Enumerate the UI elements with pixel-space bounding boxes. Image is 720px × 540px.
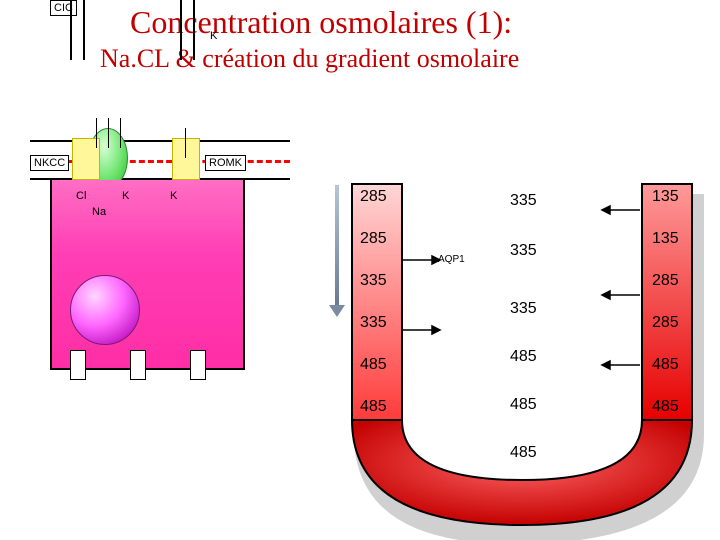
arrow-up-1 bbox=[96, 118, 97, 148]
val-a-3: 285 bbox=[652, 314, 679, 332]
bottom-channel-1 bbox=[70, 350, 86, 380]
upper-cell-edge-r bbox=[180, 0, 195, 60]
label-k1: K bbox=[122, 190, 129, 202]
label-nkcc: NKCC bbox=[30, 155, 69, 171]
val-i-1: 335 bbox=[510, 242, 537, 260]
aqp-label: AQP1 bbox=[438, 254, 465, 265]
arrow-up-2 bbox=[108, 118, 109, 148]
loop-diagram: AQP1 285 285 335 335 485 485 335 335 335… bbox=[340, 180, 710, 540]
val-i-2: 335 bbox=[510, 300, 537, 318]
val-d-4: 485 bbox=[360, 356, 387, 374]
val-d-0: 285 bbox=[360, 188, 387, 206]
membrane-top bbox=[30, 140, 290, 142]
channel-yellow-2 bbox=[172, 138, 200, 180]
val-a-5: 485 bbox=[652, 398, 679, 416]
val-a-1: 135 bbox=[652, 230, 679, 248]
arrow-up-3 bbox=[120, 118, 121, 148]
val-i-4: 485 bbox=[510, 396, 537, 414]
cell-diagram: CIC K NKCC ROMK Cl Na K K bbox=[30, 0, 290, 420]
val-i-0: 335 bbox=[510, 192, 537, 210]
cell-body bbox=[50, 180, 245, 370]
label-na: Na bbox=[92, 206, 106, 218]
bottom-channel-2 bbox=[130, 350, 146, 380]
val-a-2: 285 bbox=[652, 272, 679, 290]
label-k-top: K bbox=[210, 30, 217, 42]
label-cl: Cl bbox=[76, 190, 86, 202]
val-a-4: 485 bbox=[652, 356, 679, 374]
flow-arrow-shaft bbox=[335, 185, 339, 305]
val-d-5: 485 bbox=[360, 398, 387, 416]
val-d-1: 285 bbox=[360, 230, 387, 248]
val-a-0: 135 bbox=[652, 188, 679, 206]
bottom-channel-3 bbox=[190, 350, 206, 380]
label-k2: K bbox=[170, 190, 177, 202]
val-i-5: 485 bbox=[510, 444, 537, 462]
label-romk: ROMK bbox=[205, 155, 246, 171]
val-i-3: 485 bbox=[510, 348, 537, 366]
upper-cell-edge bbox=[70, 0, 85, 60]
nucleus bbox=[70, 275, 140, 345]
val-d-2: 335 bbox=[360, 272, 387, 290]
arrow-down-yel bbox=[185, 128, 186, 158]
val-d-3: 335 bbox=[360, 314, 387, 332]
